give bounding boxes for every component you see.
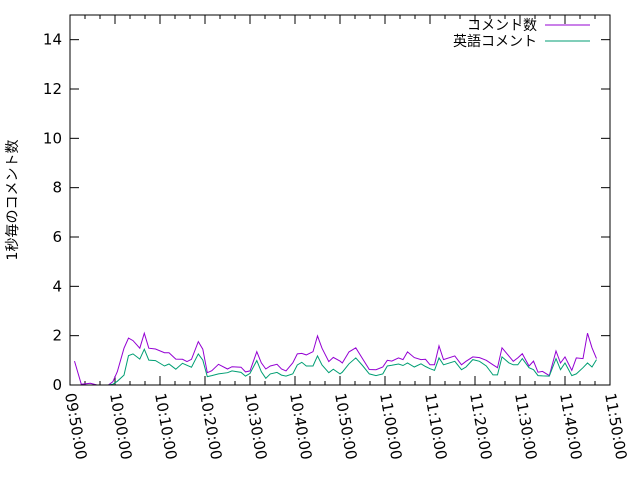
series-line-comments	[74, 331, 597, 386]
x-tick-label: 10:20:00	[196, 392, 225, 461]
y-tick-label: 4	[52, 277, 62, 295]
x-tick-label: 11:30:00	[511, 392, 540, 461]
series-lines	[74, 331, 597, 386]
x-tick-label: 11:50:00	[601, 392, 630, 461]
legend-label-english-comments: 英語コメント	[453, 33, 537, 50]
y-tick-label: 12	[43, 80, 62, 98]
axis-ticks	[69, 15, 611, 386]
x-tick-label: 10:40:00	[286, 392, 315, 461]
x-tick-label: 09:50:00	[61, 392, 90, 461]
y-axis-label: 1秒毎のコメント数	[5, 140, 21, 261]
legend-label-comments: コメント数	[467, 18, 537, 34]
x-tick-label: 11:40:00	[556, 392, 585, 461]
y-tick-label: 14	[43, 31, 62, 49]
series-line-english-comments	[74, 347, 597, 386]
legend: コメント数 英語コメント	[453, 18, 590, 50]
y-tick-labels: 0 2 4 6 8 10 12 14	[43, 31, 62, 394]
y-tick-label: 8	[52, 179, 62, 197]
y-tick-label: 6	[52, 228, 62, 246]
x-tick-label: 11:20:00	[466, 392, 495, 461]
x-tick-labels: 09:50:00 10:00:00 10:10:00 10:20:00 10:30:00…	[61, 392, 630, 461]
y-tick-label: 2	[52, 327, 62, 345]
plot-border	[69, 14, 611, 386]
y-tick-label: 10	[43, 129, 62, 147]
x-tick-label: 10:00:00	[106, 392, 135, 461]
x-tick-label: 10:30:00	[241, 392, 270, 461]
x-tick-label: 11:00:00	[376, 392, 405, 461]
x-tick-label: 10:50:00	[331, 392, 360, 461]
x-tick-label: 10:10:00	[151, 392, 180, 461]
y-tick-label: 0	[52, 376, 62, 394]
x-tick-label: 11:10:00	[421, 392, 450, 461]
